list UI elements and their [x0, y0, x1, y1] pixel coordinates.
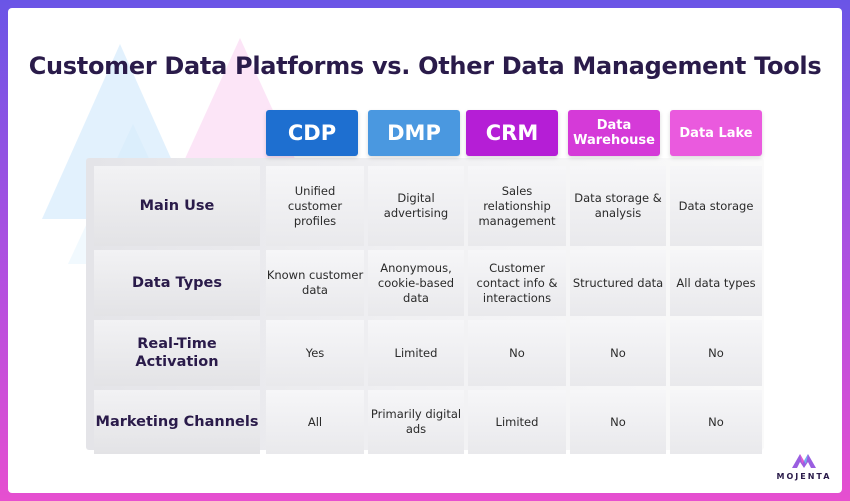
table-cell: Structured data	[570, 250, 666, 316]
table-cell: Sales relationship management	[468, 166, 566, 246]
table-cell: Data storage & analysis	[570, 166, 666, 246]
table-cell: No	[670, 320, 762, 386]
table-cell: Customer contact info & interactions	[468, 250, 566, 316]
row-header-real-time-activation: Real-Time Activation	[94, 320, 260, 386]
table-cell: No	[570, 390, 666, 454]
table-cell: No	[468, 320, 566, 386]
column-header-crm: CRM	[466, 110, 558, 156]
brand-name: MOJENTA	[776, 472, 832, 481]
table-cell: Anonymous, cookie-based data	[368, 250, 464, 316]
table-cell: No	[570, 320, 666, 386]
table-cell: All data types	[670, 250, 762, 316]
column-header-data-lake: Data Lake	[670, 110, 762, 156]
row-header-marketing-channels: Marketing Channels	[94, 390, 260, 454]
table-cell: Known customer data	[266, 250, 364, 316]
column-header-cdp: CDP	[266, 110, 358, 156]
column-header-data-warehouse: Data Warehouse	[568, 110, 660, 156]
infographic-card: Customer Data Platforms vs. Other Data M…	[8, 8, 842, 493]
table-cell: Unified customer profiles	[266, 166, 364, 246]
row-header-data-types: Data Types	[94, 250, 260, 316]
table-cell: Digital advertising	[368, 166, 464, 246]
row-header-main-use: Main Use	[94, 166, 260, 246]
column-header-dmp: DMP	[368, 110, 460, 156]
table-cell: All	[266, 390, 364, 454]
table-cell: Limited	[468, 390, 566, 454]
brand-logo: MOJENTA	[774, 448, 834, 488]
table-cell: Limited	[368, 320, 464, 386]
mojenta-m-logo-icon	[792, 454, 816, 468]
page-title: Customer Data Platforms vs. Other Data M…	[28, 52, 822, 80]
table-cell: Data storage	[670, 166, 762, 246]
table-cell: Yes	[266, 320, 364, 386]
table-cell: Primarily digital ads	[368, 390, 464, 454]
table-cell: No	[670, 390, 762, 454]
